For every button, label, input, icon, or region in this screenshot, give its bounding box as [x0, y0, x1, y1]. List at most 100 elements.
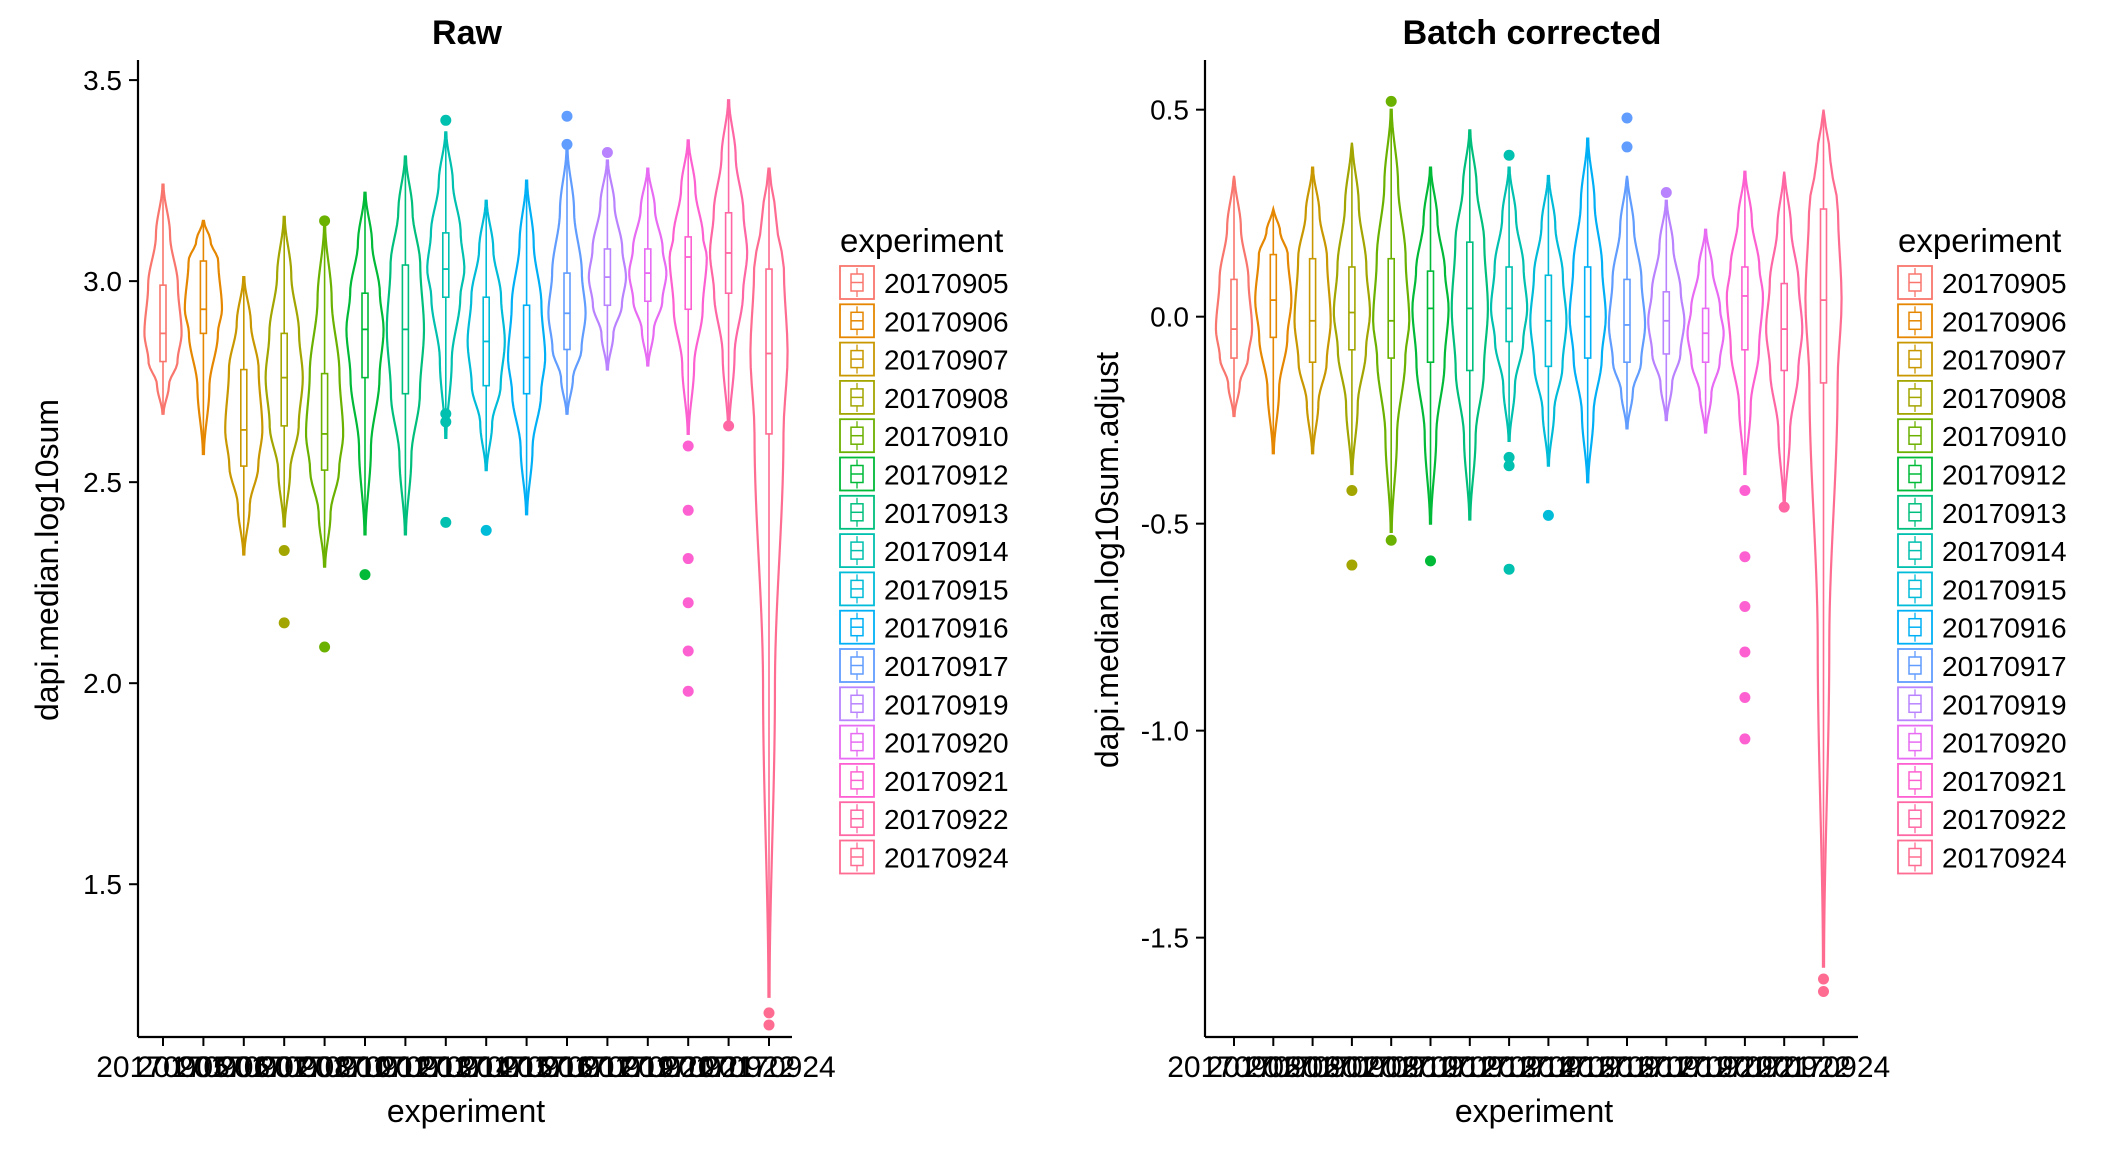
violin-group [1372, 95, 1411, 546]
legend-key: 20170907 [839, 341, 1009, 377]
legend-label: 20170915 [1942, 574, 2067, 605]
violin-group [1686, 228, 1725, 434]
violin-group [143, 183, 183, 415]
box [280, 332, 289, 427]
box [1466, 241, 1474, 372]
legend-swatch-outer [839, 265, 875, 300]
x-tick-label: 20170907 [177, 1051, 310, 1084]
violin-group [466, 199, 506, 536]
legend-label: 20170910 [1942, 421, 2067, 452]
legend-title: experiment [840, 222, 1003, 259]
outlier-point [682, 597, 694, 609]
outlier-point [682, 504, 694, 516]
panel-raw: Raw experiment dapi.median.log10sum 1.5 2… [29, 14, 836, 1129]
outlier-point [1739, 646, 1751, 658]
x-tick-label: 20170921 [1678, 1051, 1811, 1084]
violin [1725, 170, 1765, 476]
x-tick-label: 20170917 [500, 1051, 633, 1084]
x-tick-label: 20170914 [379, 1051, 512, 1084]
legend-label: 20170920 [1942, 728, 2067, 759]
legend-label: 20170905 [1942, 268, 2067, 299]
legend-key: 20170924 [1897, 839, 2067, 875]
violin-group [1804, 109, 1843, 997]
legend-key: 20170912 [1897, 456, 2067, 492]
legend-key: 20170916 [1897, 609, 2067, 645]
legend-swatch-outer [1897, 609, 1933, 645]
legend-key: 20170922 [839, 801, 1009, 837]
legend-label: 20170912 [884, 460, 1009, 491]
violin [1804, 109, 1843, 968]
legend-label: 20170924 [884, 843, 1009, 874]
outlier-point [682, 645, 694, 657]
outlier-point [763, 1019, 775, 1031]
legend-swatch-outer [1897, 418, 1933, 454]
outlier-point [723, 420, 735, 432]
legend-swatch-outer [1897, 648, 1933, 683]
legend-key: 20170910 [1897, 418, 2067, 454]
panel-batch-corrected: Batch corrected experiment dapi.median.l… [1089, 14, 1890, 1129]
legend-key: 20170915 [839, 571, 1009, 607]
outlier-point [1739, 692, 1751, 704]
box [441, 232, 450, 299]
x-tick-label: 20170924 [1757, 1051, 1890, 1084]
violin-group [506, 179, 547, 516]
violin-group [708, 99, 749, 432]
x-tick-label: 20170914 [1442, 1051, 1575, 1084]
x-tick-label: 20170913 [339, 1051, 472, 1084]
legend-swatch-outer [1897, 303, 1933, 339]
violin [1529, 174, 1568, 467]
violin-group [1450, 129, 1489, 521]
outlier-point [1385, 534, 1397, 546]
violin [1647, 199, 1686, 422]
y-tick-label: 2.0 [83, 668, 122, 699]
violin [466, 199, 506, 472]
violin [587, 159, 628, 371]
outlier-point [1739, 485, 1751, 497]
legend-key: 20170912 [839, 456, 1009, 492]
x-tick-label: 20170910 [258, 1051, 391, 1084]
legend-swatch-outer [839, 763, 875, 798]
outlier-point [278, 617, 290, 629]
x-tick-label: 20170921 [621, 1051, 754, 1084]
y-tick-label: 0.5 [1150, 95, 1189, 126]
legend-label: 20170915 [884, 574, 1009, 605]
violin-group [1411, 166, 1450, 567]
outlier-point [1385, 95, 1397, 107]
legend-swatch-outer [839, 533, 875, 568]
outlier-point [561, 110, 573, 122]
box [1387, 257, 1395, 359]
violin-group [1647, 186, 1686, 422]
box [1269, 253, 1278, 339]
outlier-point [1542, 509, 1554, 521]
legend-label: 20170917 [884, 651, 1009, 682]
outlier-point [1425, 555, 1436, 567]
legend-label: 20170919 [1942, 689, 2067, 720]
box [1701, 307, 1710, 364]
violin-group [1332, 142, 1372, 571]
x-tick-label: 20170906 [137, 1051, 270, 1084]
violin [1450, 129, 1489, 521]
legend-label: 20170908 [1942, 383, 2067, 414]
y-tick-label: -1.5 [1141, 923, 1189, 954]
violin [183, 219, 224, 456]
legend-swatch-outer [839, 648, 875, 683]
violin-group [1607, 112, 1647, 430]
outlier-point [763, 1007, 775, 1019]
y-tick-label: -0.5 [1141, 509, 1189, 540]
legend-label: 20170913 [884, 498, 1009, 529]
x-tick-label: 20170915 [419, 1051, 552, 1084]
violin-group [1765, 171, 1804, 513]
legend-key: 20170919 [839, 686, 1009, 722]
legend-label: 20170908 [884, 383, 1009, 414]
x-tick-label: 20170913 [1403, 1051, 1536, 1084]
box [1741, 266, 1749, 351]
violin-group [587, 146, 628, 371]
legend-swatch-outer [839, 686, 875, 722]
x-tick-label: 20170922 [662, 1051, 795, 1084]
legend-key: 20170906 [1897, 303, 2067, 339]
x-tick-label: 20170905 [1167, 1051, 1300, 1084]
outlier-point [440, 516, 452, 528]
y-axis-title: dapi.median.log10sum [29, 399, 65, 721]
legend-swatch-outer [839, 418, 875, 454]
